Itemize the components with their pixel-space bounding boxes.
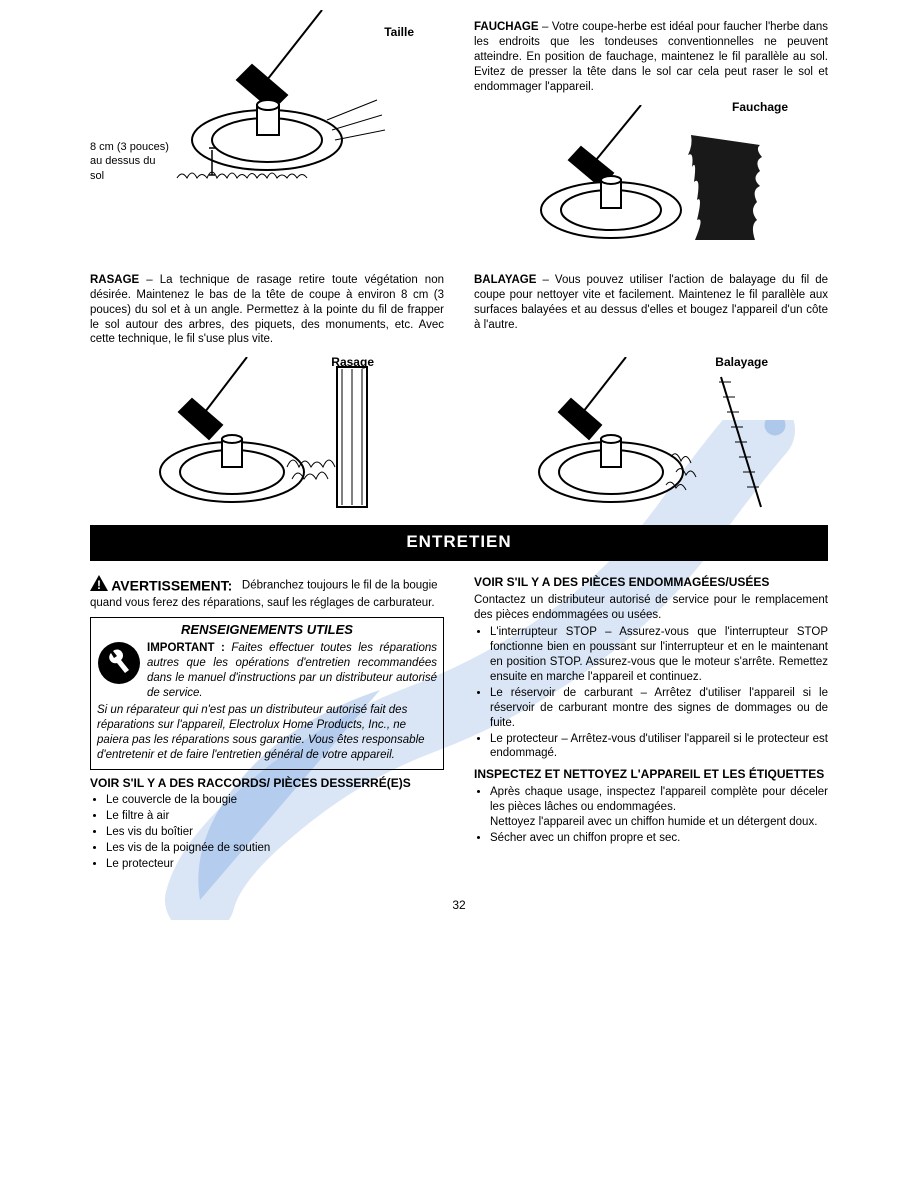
fauchage-heading: FAUCHAGE — [474, 21, 539, 33]
list-item: Les vis de la poignée de soutien — [106, 841, 444, 856]
trimmer-fauchage-illustration — [521, 105, 781, 255]
trimmer-taille-illustration — [137, 10, 397, 210]
figure-fauchage: Fauchage — [474, 105, 828, 255]
balayage-paragraph: BALAYAGE – Vous pouvez utiliser l'action… — [474, 273, 828, 333]
info-box-body2: Si un réparateur qui n'est pas un distri… — [97, 703, 437, 763]
list-item: L'interrupteur STOP – Assurez-vous que l… — [490, 625, 828, 685]
warning-label: AVERTISSEMENT: — [111, 578, 232, 594]
page-number: 32 — [90, 898, 828, 914]
info-box-body1: IMPORTANT : Faites effectuer toutes les … — [147, 641, 437, 701]
endommagees-intro: Contactez un distributeur autorisé de se… — [474, 593, 828, 623]
fig-label-balayage: Balayage — [715, 355, 768, 371]
fauchage-paragraph: FAUCHAGE – Votre coupe-herbe est idéal p… — [474, 20, 828, 95]
rasage-heading: RASAGE — [90, 274, 139, 286]
raccords-list: Le couvercle de la bougie Le filtre à ai… — [90, 793, 444, 872]
endommagees-list: L'interrupteur STOP – Assurez-vous que l… — [474, 625, 828, 761]
list-item: Après chaque usage, inspectez l'appareil… — [490, 785, 828, 830]
list-item: Le filtre à air — [106, 809, 444, 824]
info-box-title: RENSEIGNEMENTS UTILES — [97, 622, 437, 639]
fig-label-taille: Taille — [384, 25, 414, 41]
etiquettes-heading: INSPECTEZ ET NETTOYEZ L'APPAREIL ET LES … — [474, 767, 828, 783]
warning-icon: ! — [90, 575, 108, 596]
list-item: Sécher avec un chiffon propre et sec. — [490, 831, 828, 846]
info-important-label: IMPORTANT : — [147, 642, 225, 654]
figure-taille: Taille 8 cm (3 pouces) au dessus du sol — [90, 10, 444, 210]
section-heading-entretien: ENTRETIEN — [90, 525, 828, 561]
trimmer-rasage-illustration — [137, 357, 397, 517]
wrench-icon — [97, 641, 141, 701]
info-box: RENSEIGNEMENTS UTILES IMPORTANT : Faites… — [90, 617, 444, 769]
endommagees-heading: VOIR S'IL Y A DES PIÈCES ENDOMMAGÉES/USÉ… — [474, 575, 828, 591]
list-item: Les vis du boîtier — [106, 825, 444, 840]
rasage-paragraph: RASAGE – La technique de rasage retire t… — [90, 273, 444, 348]
list-item: Le réservoir de carburant – Arrêtez d'ut… — [490, 686, 828, 731]
balayage-heading: BALAYAGE — [474, 274, 536, 286]
raccords-heading: VOIR S'IL Y A DES RACCORDS/ PIÈCES DESSE… — [90, 776, 444, 792]
figure-balayage: Balayage — [474, 357, 828, 517]
figure-rasage: Rasage — [90, 357, 444, 517]
trimmer-balayage-illustration — [521, 357, 781, 517]
rasage-body: – La technique de rasage retire toute vé… — [90, 274, 444, 346]
list-item: Le protecteur – Arrêtez-vous d'utiliser … — [490, 732, 828, 762]
etiquettes-list: Après chaque usage, inspectez l'appareil… — [474, 785, 828, 846]
list-item: Le protecteur — [106, 857, 444, 872]
list-item: Le couvercle de la bougie — [106, 793, 444, 808]
fig-caption-taille: 8 cm (3 pouces) au dessus du sol — [90, 140, 170, 183]
warning-block: ! AVERTISSEMENT: Débranchez toujours le … — [90, 575, 444, 611]
svg-text:!: ! — [97, 578, 101, 591]
fig-label-rasage: Rasage — [331, 355, 374, 371]
fig-label-fauchage: Fauchage — [732, 100, 788, 116]
